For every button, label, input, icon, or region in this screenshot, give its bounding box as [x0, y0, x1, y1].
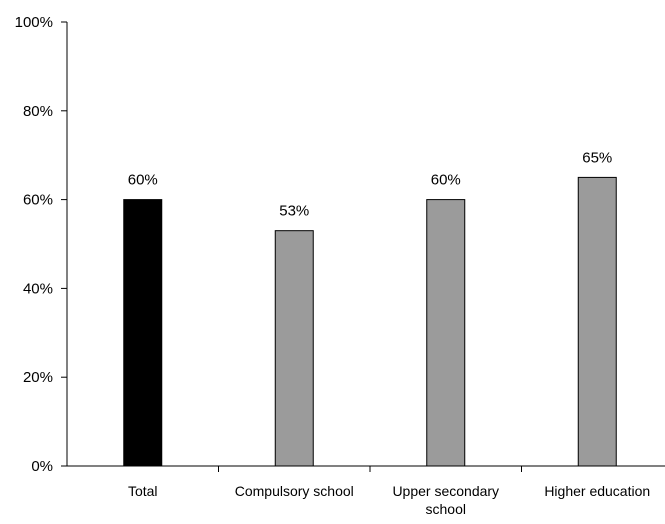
y-tick-label: 0% [31, 458, 53, 475]
x-category-label: school [426, 501, 466, 517]
y-tick-label: 100% [15, 14, 53, 31]
y-tick-label: 40% [23, 280, 53, 297]
bar-higher-education [577, 176, 617, 467]
x-category-label: Upper secondary [392, 483, 499, 499]
bar-total [123, 199, 163, 467]
data-label: 65% [582, 149, 612, 166]
bar-compulsory-school [274, 230, 314, 467]
data-label: 60% [128, 172, 158, 189]
data-label: 53% [279, 203, 309, 220]
bar-upper-secondary-school [426, 199, 466, 467]
x-category-label: Total [128, 483, 158, 499]
y-tick-label: 60% [23, 192, 53, 209]
x-category-label: Compulsory school [235, 483, 354, 499]
x-category-label: Higher education [544, 483, 650, 499]
data-label: 60% [431, 172, 461, 189]
y-tick-label: 20% [23, 369, 53, 386]
y-tick-label: 80% [23, 103, 53, 120]
